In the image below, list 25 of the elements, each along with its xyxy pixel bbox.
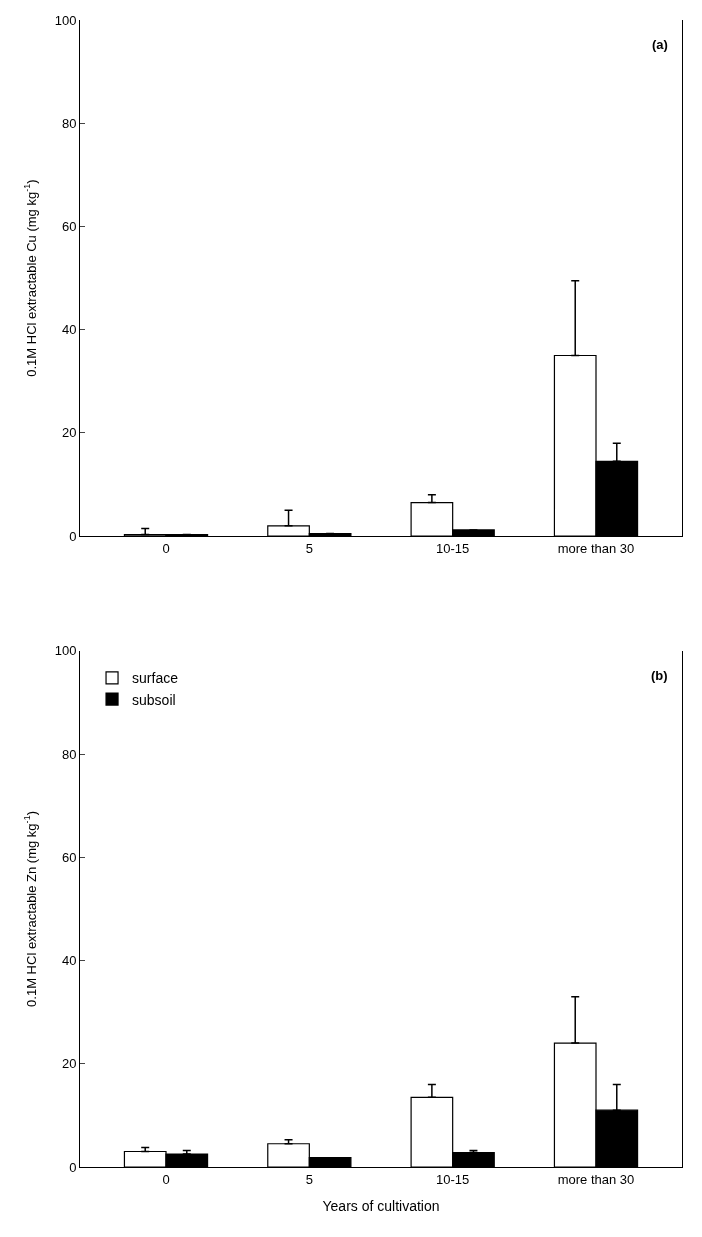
x-axis-title: Years of cultivation	[322, 1197, 440, 1214]
y-tick-label: 80	[61, 115, 77, 131]
y-tick-label: 60	[61, 219, 77, 235]
x-tick-label: 0	[162, 540, 170, 556]
y-tick-label: 60	[61, 849, 77, 865]
y-tick-label: 20	[61, 425, 77, 441]
x-tick-label: 10-15	[436, 1171, 470, 1187]
y-tick-label: 100	[54, 643, 77, 659]
y-tick-label: 40	[61, 953, 77, 969]
y-tick-label: 0	[69, 528, 77, 544]
x-tick-label: 5	[305, 1171, 313, 1187]
x-tick-label: 5	[305, 540, 313, 556]
y-tick-label: 40	[61, 322, 77, 338]
x-tick-label: more than 30	[557, 1171, 635, 1187]
annotation: (a)	[652, 37, 668, 52]
y-tick-label: 0	[69, 1159, 77, 1175]
x-tick-label: 10-15	[436, 540, 470, 556]
legend-label: surface	[132, 670, 179, 687]
y-tick-label: 20	[61, 1056, 77, 1072]
y-tick-label: 100	[54, 12, 77, 28]
y-tick-label: 80	[61, 746, 77, 762]
x-tick-label: more than 30	[557, 540, 635, 556]
x-tick-label: 0	[162, 1171, 170, 1187]
annotation: (b)	[651, 668, 668, 683]
legend-label: subsoil	[132, 691, 176, 708]
